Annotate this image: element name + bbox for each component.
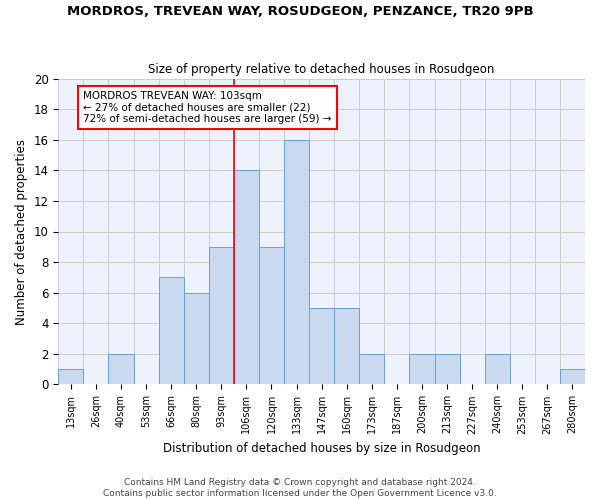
Bar: [259, 247, 284, 384]
Bar: [359, 354, 385, 384]
Bar: [409, 354, 434, 384]
Bar: [58, 369, 83, 384]
Bar: [234, 170, 259, 384]
Bar: [209, 247, 234, 384]
Bar: [309, 308, 334, 384]
Bar: [560, 369, 585, 384]
Text: Contains HM Land Registry data © Crown copyright and database right 2024.
Contai: Contains HM Land Registry data © Crown c…: [103, 478, 497, 498]
Bar: [334, 308, 359, 384]
Bar: [284, 140, 309, 384]
Text: MORDROS TREVEAN WAY: 103sqm
← 27% of detached houses are smaller (22)
72% of sem: MORDROS TREVEAN WAY: 103sqm ← 27% of det…: [83, 91, 332, 124]
Bar: [109, 354, 134, 384]
Bar: [184, 292, 209, 384]
X-axis label: Distribution of detached houses by size in Rosudgeon: Distribution of detached houses by size …: [163, 442, 481, 455]
Text: MORDROS, TREVEAN WAY, ROSUDGEON, PENZANCE, TR20 9PB: MORDROS, TREVEAN WAY, ROSUDGEON, PENZANC…: [67, 5, 533, 18]
Bar: [434, 354, 460, 384]
Title: Size of property relative to detached houses in Rosudgeon: Size of property relative to detached ho…: [148, 63, 495, 76]
Y-axis label: Number of detached properties: Number of detached properties: [15, 138, 28, 324]
Bar: [485, 354, 510, 384]
Bar: [158, 278, 184, 384]
